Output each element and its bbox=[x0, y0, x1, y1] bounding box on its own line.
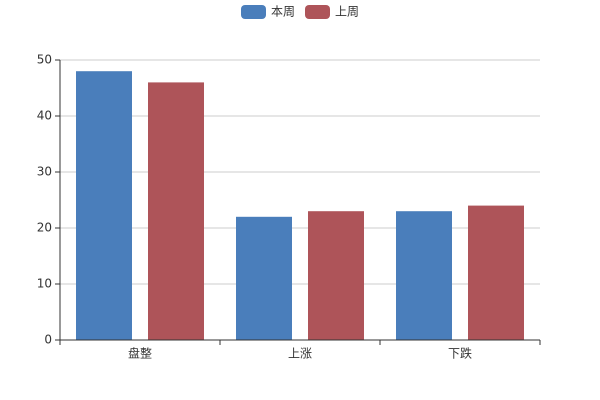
legend-swatch bbox=[241, 5, 266, 19]
bar bbox=[396, 211, 452, 340]
x-tick-label: 上涨 bbox=[288, 346, 312, 361]
legend-swatch bbox=[305, 5, 330, 19]
bar bbox=[148, 82, 204, 341]
y-tick-label: 40 bbox=[37, 109, 52, 123]
y-tick-label: 20 bbox=[37, 221, 52, 235]
legend-label: 上周 bbox=[335, 5, 359, 19]
bar bbox=[76, 71, 132, 340]
y-tick-label: 30 bbox=[37, 165, 52, 179]
y-tick-label: 0 bbox=[44, 333, 52, 347]
x-tick-label: 下跌 bbox=[448, 346, 472, 361]
bar bbox=[236, 216, 292, 340]
legend-label: 本周 bbox=[271, 5, 295, 19]
bar bbox=[308, 211, 364, 340]
y-tick-label: 50 bbox=[37, 53, 52, 67]
x-tick-label: 盘整 bbox=[128, 346, 152, 361]
y-tick-label: 10 bbox=[37, 277, 52, 291]
bar bbox=[468, 205, 524, 340]
